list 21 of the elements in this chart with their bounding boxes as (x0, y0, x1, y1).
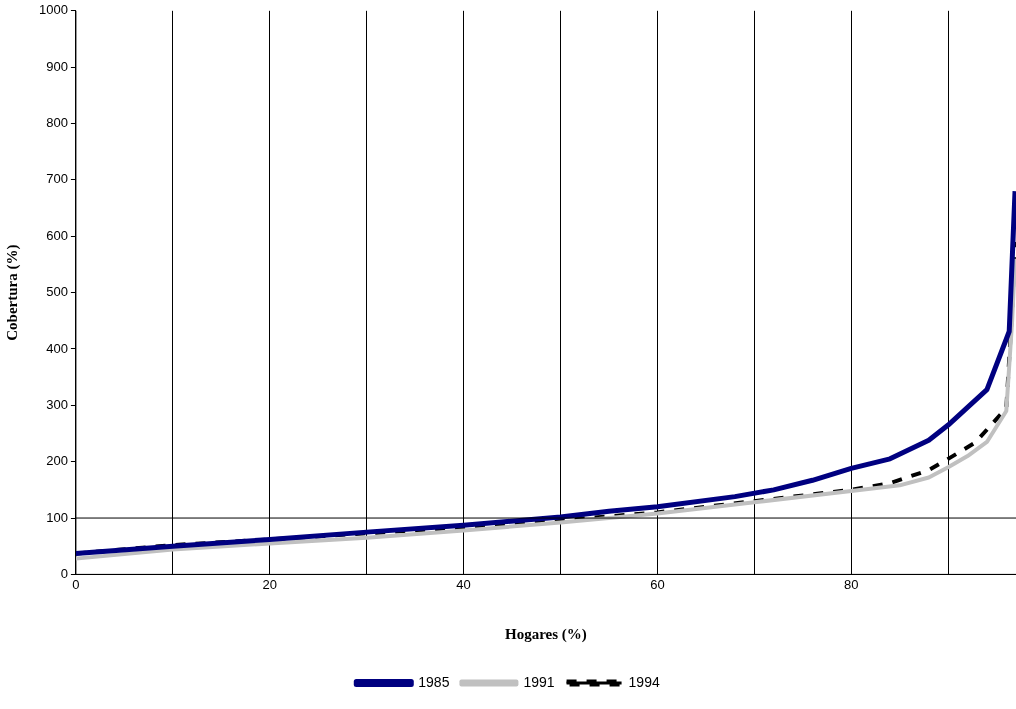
legend-label: 1991 (523, 673, 555, 690)
y-tick-label: 300 (46, 396, 68, 412)
x-tick-label: 0 (72, 576, 80, 592)
x-tick-label: 80 (844, 576, 859, 592)
y-tick-label: 100 (46, 509, 68, 525)
x-axis-title: Hogares (%) (505, 625, 587, 643)
x-tick-label: 20 (262, 576, 277, 592)
y-tick-label: 900 (46, 58, 68, 74)
y-tick-label: 200 (46, 453, 68, 469)
y-tick-label: 1000 (39, 2, 68, 18)
y-tick-label: 700 (46, 171, 68, 187)
y-tick-label: 800 (46, 115, 68, 131)
y-tick-label: 500 (46, 284, 68, 300)
x-tick-label: 40 (456, 576, 471, 592)
legend-label: 1985 (418, 673, 450, 690)
legend-label: 1994 (628, 673, 660, 690)
y-tick-label: 0 (60, 565, 68, 581)
y-axis-title: Cobertura (%) (3, 244, 21, 341)
y-tick-label: 600 (46, 227, 68, 243)
x-tick-label: 60 (650, 576, 665, 592)
y-tick-label: 400 (46, 340, 68, 356)
